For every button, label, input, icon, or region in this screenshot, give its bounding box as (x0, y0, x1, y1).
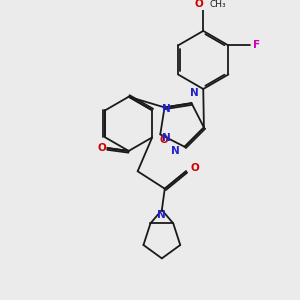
Text: O: O (97, 143, 106, 153)
Text: N: N (162, 134, 171, 143)
Text: F: F (253, 40, 260, 50)
Text: CH₃: CH₃ (209, 0, 226, 9)
Text: N: N (162, 104, 171, 114)
Text: N: N (190, 88, 199, 98)
Text: N: N (171, 146, 179, 156)
Text: O: O (191, 164, 200, 173)
Text: N: N (158, 210, 166, 220)
Text: O: O (195, 0, 204, 9)
Text: O: O (160, 135, 169, 145)
